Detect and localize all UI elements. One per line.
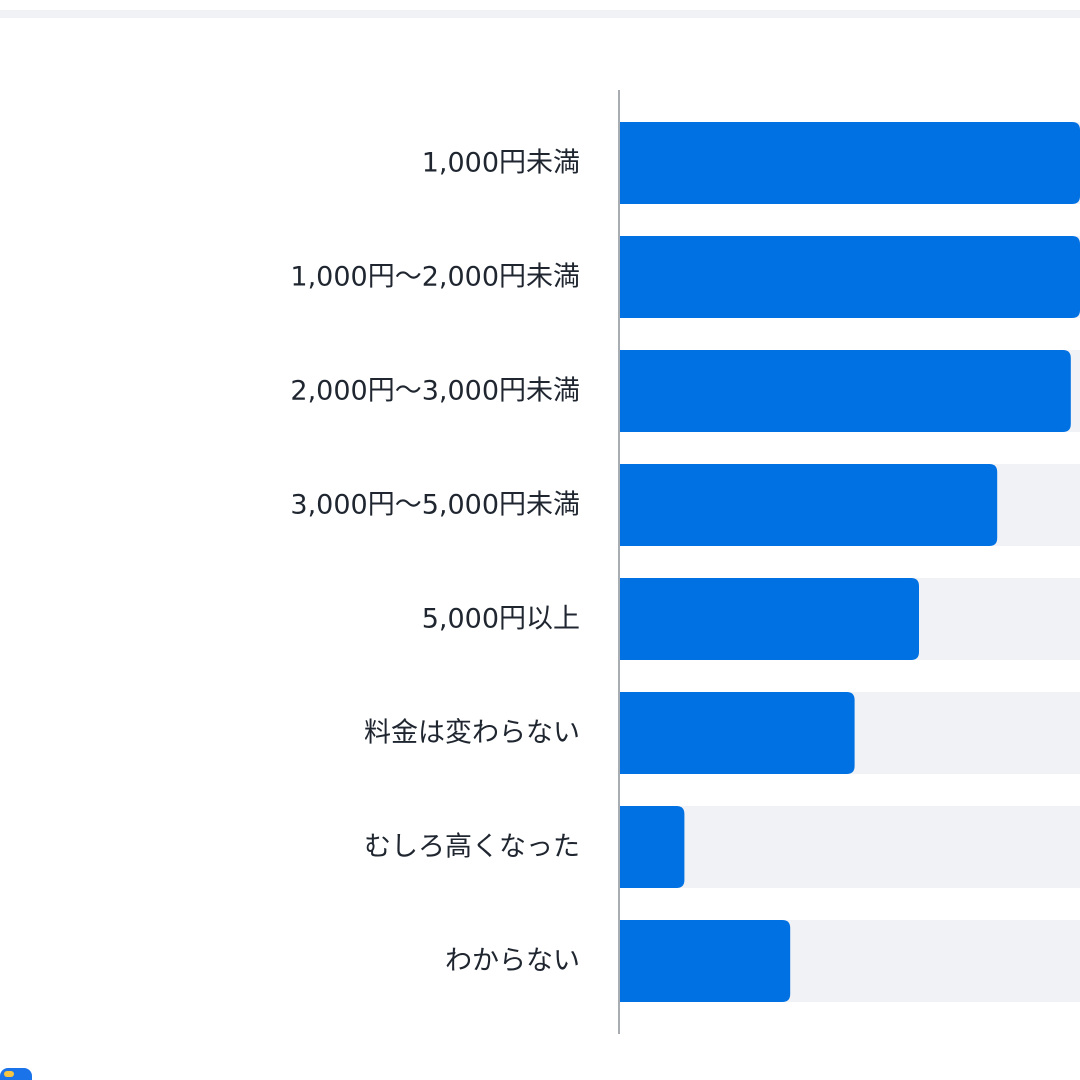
category-label-8: わからない [445,946,580,977]
category-label-6: 料金は変わらない [364,718,580,749]
bar-track [620,806,1080,888]
bar-4 [620,464,998,546]
category-label-5: 5,000円以上 [422,604,580,635]
bars [620,122,1080,1002]
bar-5 [620,578,919,660]
bar-6 [620,692,855,774]
badge-icon[interactable] [0,1068,32,1080]
category-labels: 1,000円未満 1,000円〜2,000円未満 2,000円〜3,000円未満 3,… [290,148,580,977]
bar-7 [620,806,685,888]
category-label-2: 1,000円〜2,000円未満 [290,262,580,293]
category-label-4: 3,000円〜5,000円未満 [290,490,580,521]
category-label-7: むしろ高くなった [364,832,580,863]
bar-2 [620,236,1080,318]
bar-8 [620,920,791,1002]
bar-1 [620,122,1080,204]
bar-3 [620,350,1071,432]
category-label-1: 1,000円未満 [422,148,580,179]
top-divider [0,10,1080,18]
category-label-3: 2,000円〜3,000円未満 [290,376,580,407]
